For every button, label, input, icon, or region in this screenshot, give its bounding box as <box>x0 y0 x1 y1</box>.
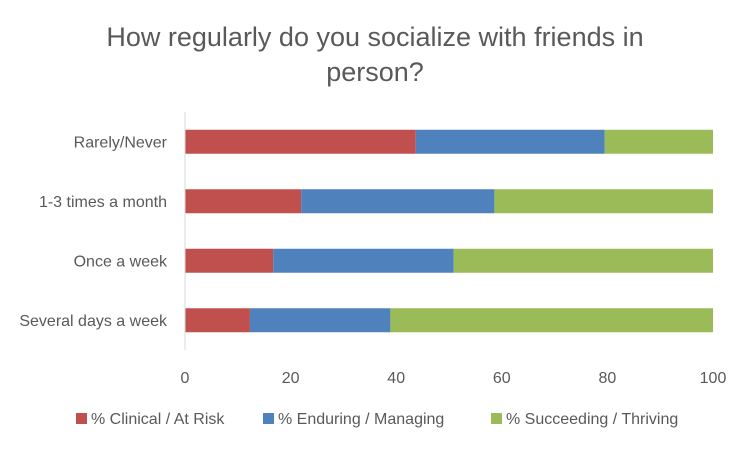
bar-rarely-never-enduring-managing <box>415 129 605 154</box>
x-tick-label-80: 80 <box>599 370 617 387</box>
category-label-once-a-week: Once a week <box>74 253 168 270</box>
chart-title-line-1: How regularly do you socialize with frie… <box>106 22 643 52</box>
legend: % Clinical / At Risk % Enduring / Managin… <box>76 411 678 428</box>
category-labels: Rarely/Never 1-3 times a month Once a week… <box>19 134 168 330</box>
legend-label-clinical-at-risk: % Clinical / At Risk <box>91 411 225 428</box>
x-tick-label-60: 60 <box>493 370 511 387</box>
chart-title: How regularly do you socialize with frie… <box>106 22 643 87</box>
x-tick-label-40: 40 <box>387 370 405 387</box>
bar-several-days-a-week-succeeding-thriving <box>390 308 713 333</box>
category-label-1-3-times-a-month: 1-3 times a month <box>39 194 167 211</box>
legend-label-succeeding-thriving: % Succeeding / Thriving <box>506 411 678 428</box>
bar-1-3-times-a-month-succeeding-thriving <box>494 189 713 214</box>
legend-swatch-clinical-at-risk <box>76 413 87 424</box>
category-label-rarely-never: Rarely/Never <box>74 134 168 151</box>
x-tick-label-0: 0 <box>181 370 190 387</box>
bar-several-days-a-week-enduring-managing <box>249 308 391 333</box>
category-label-several-days-a-week: Several days a week <box>19 313 168 330</box>
x-tick-label-100: 100 <box>700 370 727 387</box>
legend-label-enduring-managing: % Enduring / Managing <box>278 411 444 428</box>
bar-several-days-a-week-clinical-at-risk <box>185 308 250 333</box>
bar-1-3-times-a-month-clinical-at-risk <box>185 189 302 214</box>
bar-once-a-week-enduring-managing <box>273 248 454 273</box>
bar-once-a-week-succeeding-thriving <box>453 248 713 273</box>
chart-title-line-2: person? <box>326 57 424 87</box>
legend-swatch-succeeding-thriving <box>491 413 502 424</box>
bars <box>185 129 713 333</box>
bar-1-3-times-a-month-enduring-managing <box>301 189 495 214</box>
bar-rarely-never-succeeding-thriving <box>604 129 713 154</box>
bar-rarely-never-clinical-at-risk <box>185 129 416 154</box>
legend-swatch-enduring-managing <box>263 413 274 424</box>
bar-once-a-week-clinical-at-risk <box>185 248 274 273</box>
value-axis-ticks: 0 20 40 60 80 100 <box>181 370 727 387</box>
x-tick-label-20: 20 <box>282 370 300 387</box>
